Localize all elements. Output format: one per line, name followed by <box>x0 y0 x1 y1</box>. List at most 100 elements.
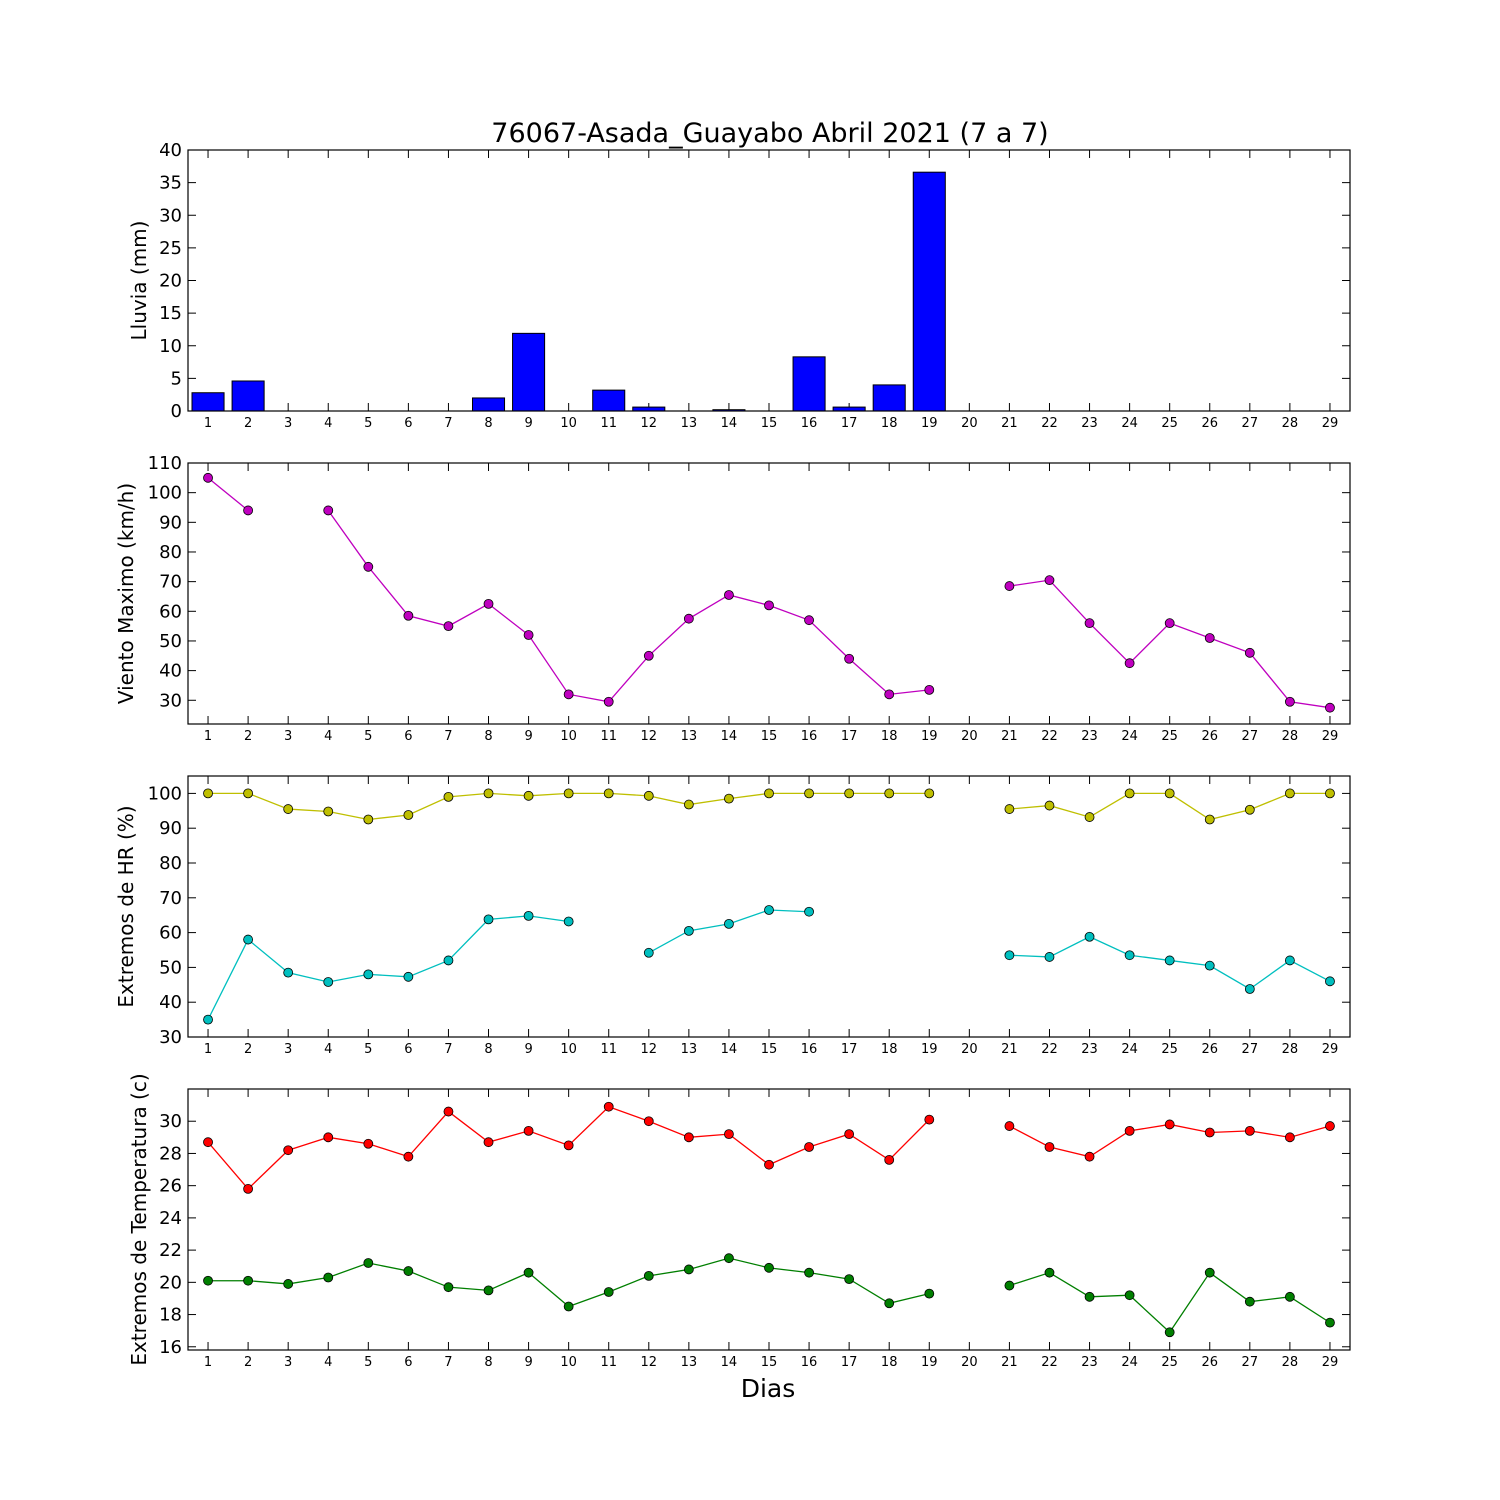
x-tick-label: 26 <box>1201 729 1218 744</box>
x-tick-label: 27 <box>1242 1355 1259 1370</box>
y-tick-label: 60 <box>159 923 182 944</box>
humidity-series-1-point <box>683 925 694 936</box>
temperature-series-1-point <box>1244 1296 1255 1307</box>
wind-series-0-point <box>363 561 374 572</box>
wind-series-0-point <box>884 689 895 700</box>
humidity-series-1-point <box>764 905 774 915</box>
wind-series-0-point <box>1084 618 1095 629</box>
wind-series-0-point <box>844 653 855 664</box>
wind-series-0-point <box>603 696 614 707</box>
humidity-series-1-point <box>724 919 734 929</box>
humidity-series-1-point <box>203 1014 213 1025</box>
x-tick-label: 16 <box>801 1355 818 1370</box>
wind-series-0-point <box>764 600 774 611</box>
y-tick-label: 40 <box>159 140 182 161</box>
x-tick-label: 27 <box>1242 1042 1259 1057</box>
temperature-series-1-point <box>323 1272 334 1283</box>
temperature-series-1-point <box>643 1270 654 1281</box>
y-tick-label: 40 <box>159 661 182 682</box>
temperature-series-1-point <box>844 1274 855 1285</box>
x-tick-label: 17 <box>841 729 858 744</box>
wind-series-0-point <box>1244 647 1255 658</box>
x-tick-label: 6 <box>404 1355 412 1370</box>
y-tick-label: 50 <box>159 957 182 978</box>
y-tick-label: 90 <box>159 818 182 839</box>
x-tick-label: 10 <box>560 416 577 431</box>
x-tick-label: 25 <box>1161 416 1178 431</box>
temperature-series-0-point <box>884 1154 895 1165</box>
x-tick-label: 26 <box>1201 416 1218 431</box>
x-tick-label: 10 <box>560 1355 577 1370</box>
x-tick-label: 3 <box>284 1355 292 1370</box>
humidity-series-0-point <box>243 788 254 799</box>
humidity-series-1-point <box>323 977 334 987</box>
y-tick-label: 35 <box>159 173 182 194</box>
temperature-series-1-point <box>724 1253 734 1264</box>
x-tick-label: 17 <box>841 416 858 431</box>
humidity-series-1-line <box>648 909 810 954</box>
x-tick-label: 3 <box>284 1042 292 1057</box>
x-tick-label: 2 <box>244 1355 252 1370</box>
temperature-series-0-point <box>243 1183 254 1194</box>
x-tick-label: 28 <box>1282 729 1299 744</box>
temperature-series-0-point <box>1204 1127 1215 1138</box>
temperature-series-1-point <box>683 1264 694 1275</box>
temperature-series-0-point <box>924 1114 935 1125</box>
x-tick-label: 25 <box>1161 729 1178 744</box>
y-tick-label: 30 <box>159 690 182 711</box>
humidity-series-0-point <box>683 799 694 810</box>
x-tick-label: 24 <box>1121 416 1138 431</box>
humidity-series-1-point <box>643 947 654 958</box>
temperature-series-0-point <box>523 1125 534 1136</box>
x-tick-label: 18 <box>881 1355 898 1370</box>
humidity-series-0-point <box>1084 812 1095 822</box>
x-tick-label: 20 <box>961 416 978 431</box>
wind-series-0-point <box>643 650 654 661</box>
humidity-series-0-point <box>603 788 614 799</box>
temperature-series-0-point <box>443 1106 454 1117</box>
wind-series-0-point <box>1204 633 1215 643</box>
x-tick-label: 4 <box>324 729 332 744</box>
humidity-series-0-point <box>764 788 774 799</box>
humidity-series-1-point <box>1084 931 1095 942</box>
humidity-series-0-point <box>523 790 534 801</box>
temperature-series-0-point <box>1325 1121 1335 1131</box>
temperature-series-0-point <box>1084 1151 1095 1162</box>
x-tick-label: 5 <box>364 729 372 744</box>
humidity-series-1-point <box>443 955 454 966</box>
y-tick-label: 26 <box>159 1176 182 1197</box>
humidity-series-1-point <box>1284 955 1295 966</box>
temperature-series-0-point <box>724 1129 734 1140</box>
x-tick-label: 17 <box>841 1355 858 1370</box>
x-tick-label: 2 <box>244 729 252 744</box>
x-tick-label: 4 <box>324 1042 332 1057</box>
humidity-series-1-point <box>563 916 574 927</box>
temperature-series-1-point <box>483 1285 494 1296</box>
y-tick-label: 70 <box>159 888 182 909</box>
y-tick-label: 100 <box>148 783 182 804</box>
y-axis-label: Extremos de HR (%) <box>114 805 138 1007</box>
temperature-series-0-point <box>363 1138 374 1149</box>
x-tick-label: 19 <box>921 1355 938 1370</box>
x-tick-label: 22 <box>1041 1042 1058 1057</box>
temperature-series-0-point <box>643 1116 654 1127</box>
humidity-series-0-point <box>1044 800 1055 811</box>
x-tick-label: 18 <box>881 1042 898 1057</box>
y-tick-label: 15 <box>159 303 182 324</box>
x-tick-label: 19 <box>921 416 938 431</box>
y-tick-label: 24 <box>159 1208 182 1229</box>
humidity-series-0-point <box>323 806 334 817</box>
axis-frame <box>187 462 1351 725</box>
temperature-series-0-point <box>1164 1119 1175 1130</box>
humidity-series-0-point <box>1325 788 1335 799</box>
humidity-series-1-point <box>283 967 294 978</box>
wind-series-0-line <box>207 477 249 511</box>
temperature-series-1-point <box>1004 1280 1015 1291</box>
y-axis-label: Extremos de Temperatura (c) <box>127 1073 151 1365</box>
humidity-series-0-point <box>1004 804 1015 814</box>
x-tick-label: 15 <box>761 416 778 431</box>
